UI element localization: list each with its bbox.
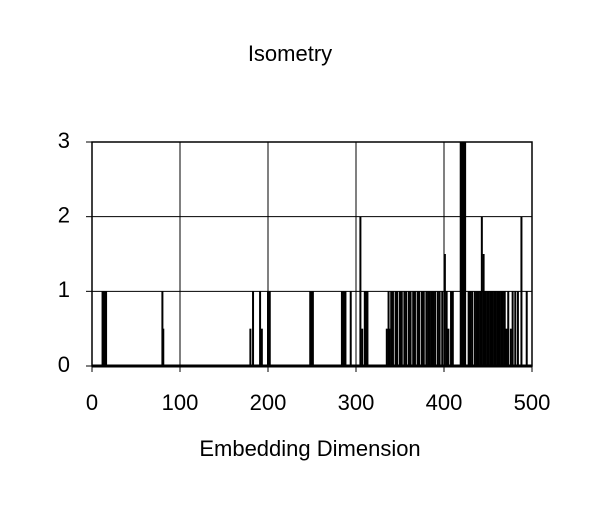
- x-tick-label: 0: [86, 390, 98, 415]
- y-tick-label: 3: [58, 128, 70, 153]
- y-tick-label: 0: [58, 352, 70, 377]
- x-tick-label: 200: [250, 390, 287, 415]
- x-tick-label: 100: [162, 390, 199, 415]
- x-tick-label: 300: [338, 390, 375, 415]
- x-tick-label: 500: [514, 390, 551, 415]
- x-axis-label: Embedding Dimension: [199, 436, 420, 461]
- y-tick-label: 1: [58, 277, 70, 302]
- x-tick-label: 400: [426, 390, 463, 415]
- chart-title: Isometry: [248, 41, 332, 66]
- y-tick-label: 2: [58, 202, 70, 227]
